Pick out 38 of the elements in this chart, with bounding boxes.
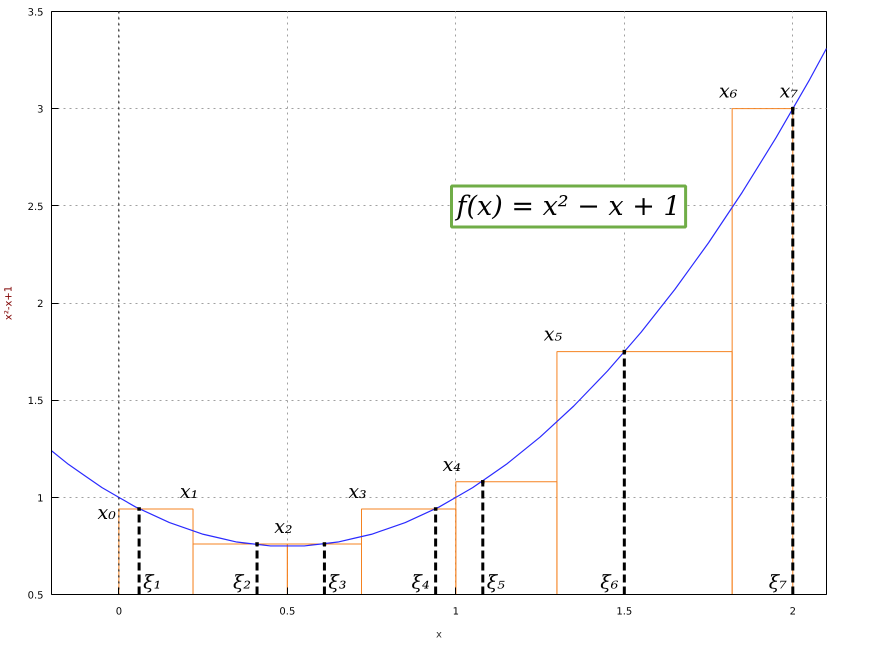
point [622, 350, 626, 354]
annotation: ξ₃ [328, 572, 347, 594]
y-tick-label: 2 [37, 299, 44, 310]
x-tick-label: 0 [116, 606, 122, 618]
annotation: ξ₆ [600, 572, 619, 594]
annotation: x₅ [544, 324, 562, 346]
y-tick-label: 2.5 [28, 202, 44, 213]
point [137, 507, 141, 511]
y-axis-title: x²-x+1 [4, 286, 15, 320]
annotation: ξ₅ [486, 572, 506, 594]
annotation: x₂ [274, 516, 293, 538]
annotation: x₆ [718, 80, 738, 103]
y-tick-label: 1.5 [28, 396, 44, 408]
y-tick-label: 3.5 [28, 8, 44, 18]
point [322, 542, 326, 546]
line-series [52, 48, 826, 547]
y-tick-label: 0.5 [28, 590, 44, 602]
annotation: ξ₇ [768, 572, 788, 594]
x-axis-title: x [436, 630, 442, 640]
annotation: f(x) = x² − x + 1 [454, 191, 681, 222]
point [434, 507, 438, 511]
x-tick-label: 1.5 [616, 606, 632, 618]
y-tick-label: 3 [37, 104, 44, 116]
y-tick-label: 1 [37, 493, 44, 504]
point [255, 542, 259, 546]
annotation: x₁ [180, 480, 198, 503]
x-tick-label: 0.5 [279, 606, 296, 618]
annotation: ξ₂ [232, 572, 252, 594]
x-tick-label: 1 [452, 606, 460, 618]
annotation: x₇ [780, 80, 798, 103]
annotation: ξ₄ [412, 572, 430, 594]
point [481, 480, 485, 484]
annotation: x₃ [348, 480, 367, 503]
x-tick-label: 2 [790, 606, 796, 618]
annotation: x₀ [98, 502, 116, 524]
annotation: ξ₁ [143, 572, 162, 594]
annotation: x₄ [442, 454, 462, 476]
point [791, 106, 795, 110]
